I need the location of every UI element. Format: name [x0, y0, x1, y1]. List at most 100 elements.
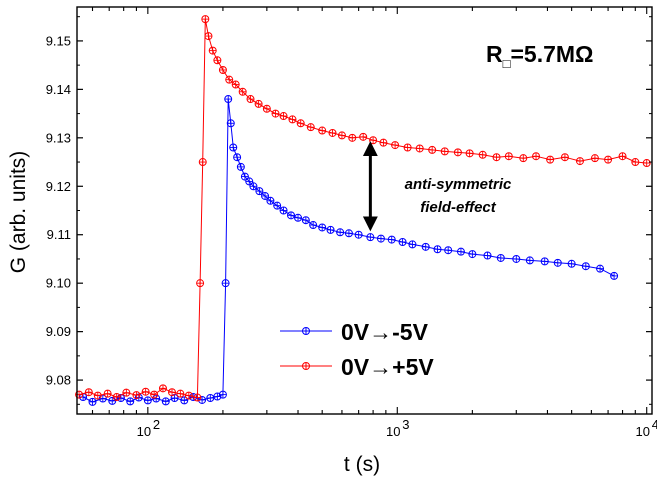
- data-point: [354, 230, 363, 239]
- data-point: [444, 246, 453, 255]
- y-tick-label: 9.10: [46, 276, 71, 291]
- data-point: [161, 397, 170, 406]
- annotation-line-1: anti-symmetric: [405, 176, 512, 193]
- x-tick-label: 10: [137, 424, 151, 439]
- data-point: [233, 153, 242, 162]
- data-point: [116, 394, 125, 403]
- data-point: [428, 145, 437, 154]
- annotation-line-2: field-effect: [420, 199, 497, 216]
- data-point: [287, 211, 296, 220]
- plot-frame: [76, 6, 653, 415]
- data-point: [553, 258, 562, 267]
- series-layer: [75, 15, 651, 406]
- data-point: [465, 149, 474, 158]
- x-tick-exponent: 4: [652, 417, 657, 432]
- data-point: [631, 158, 640, 167]
- data-point: [408, 240, 417, 249]
- data-point: [208, 46, 217, 55]
- x-tick-exponent: 2: [153, 417, 160, 432]
- data-point: [391, 141, 400, 150]
- resistance-value: =5.7MΩ: [510, 41, 593, 67]
- data-point: [492, 153, 501, 162]
- data-point: [249, 182, 258, 191]
- data-point: [225, 75, 234, 84]
- data-point: [238, 87, 247, 96]
- series-1: [75, 15, 651, 402]
- legend-label-red: 0V→+5V: [341, 354, 434, 380]
- svg-text:R□=5.7MΩ: R□=5.7MΩ: [486, 41, 594, 71]
- data-point: [236, 162, 245, 171]
- data-point: [546, 155, 555, 164]
- data-point: [218, 390, 227, 399]
- data-point: [590, 154, 599, 163]
- data-point: [366, 233, 375, 242]
- data-point: [440, 147, 449, 156]
- data-point: [567, 259, 576, 268]
- data-point: [254, 99, 263, 108]
- data-point: [240, 172, 249, 181]
- annotation: anti-symmetric field-effect: [362, 141, 512, 232]
- data-point: [344, 229, 353, 238]
- data-point: [326, 225, 335, 234]
- legend-item-blue: 0V→-5V: [280, 319, 429, 345]
- resistance-symbol: R: [486, 41, 503, 67]
- data-point: [596, 264, 605, 273]
- data-point: [193, 393, 202, 402]
- data-point: [103, 389, 112, 398]
- data-point: [483, 251, 492, 260]
- data-point: [143, 396, 152, 405]
- data-point: [328, 128, 337, 137]
- data-point: [318, 223, 327, 232]
- y-tick-label: 9.09: [46, 324, 71, 339]
- data-point: [496, 253, 505, 262]
- data-point: [201, 15, 210, 24]
- data-point: [453, 148, 462, 157]
- data-point: [150, 390, 159, 399]
- data-point: [255, 187, 264, 196]
- y-axis-title: G (arb. units): [7, 151, 30, 274]
- data-point: [337, 131, 346, 140]
- data-point: [294, 213, 303, 222]
- legend-label-blue: 0V→-5V: [341, 319, 429, 345]
- data-point: [266, 196, 275, 205]
- data-point: [158, 384, 167, 393]
- data-point: [421, 242, 430, 251]
- data-point: [415, 144, 424, 153]
- data-point: [560, 153, 569, 162]
- resistance-subscript: □: [503, 56, 511, 71]
- data-point: [336, 228, 345, 237]
- data-point: [132, 391, 141, 400]
- data-point: [204, 32, 213, 41]
- data-point: [108, 396, 117, 405]
- y-tick-label: 9.13: [46, 130, 71, 145]
- data-point: [532, 152, 541, 161]
- x-tick-label: 10: [386, 424, 400, 439]
- data-point: [642, 159, 651, 168]
- resistance-label: R□=5.7MΩ: [486, 41, 594, 71]
- data-point: [221, 279, 230, 288]
- data-point: [279, 206, 288, 215]
- data-point: [581, 262, 590, 271]
- data-point: [379, 138, 388, 147]
- data-point: [288, 115, 297, 124]
- data-point: [168, 388, 177, 397]
- y-tick-label: 9.12: [46, 179, 71, 194]
- data-point: [261, 191, 270, 200]
- data-point: [279, 112, 288, 121]
- data-point: [229, 143, 238, 152]
- data-point: [318, 126, 327, 135]
- data-point: [618, 152, 627, 161]
- y-tick-label: 9.11: [47, 227, 71, 242]
- data-point: [218, 65, 227, 74]
- data-point: [504, 152, 513, 161]
- data-point: [525, 256, 534, 265]
- data-point: [213, 392, 222, 401]
- legend-item-red: 0V→+5V: [280, 354, 434, 380]
- x-tick-exponent: 3: [402, 417, 409, 432]
- data-point: [271, 109, 280, 118]
- y-tick-label: 9.15: [46, 33, 71, 48]
- data-point: [403, 143, 412, 152]
- data-point: [478, 150, 487, 159]
- data-point: [122, 388, 131, 397]
- data-point: [309, 221, 318, 230]
